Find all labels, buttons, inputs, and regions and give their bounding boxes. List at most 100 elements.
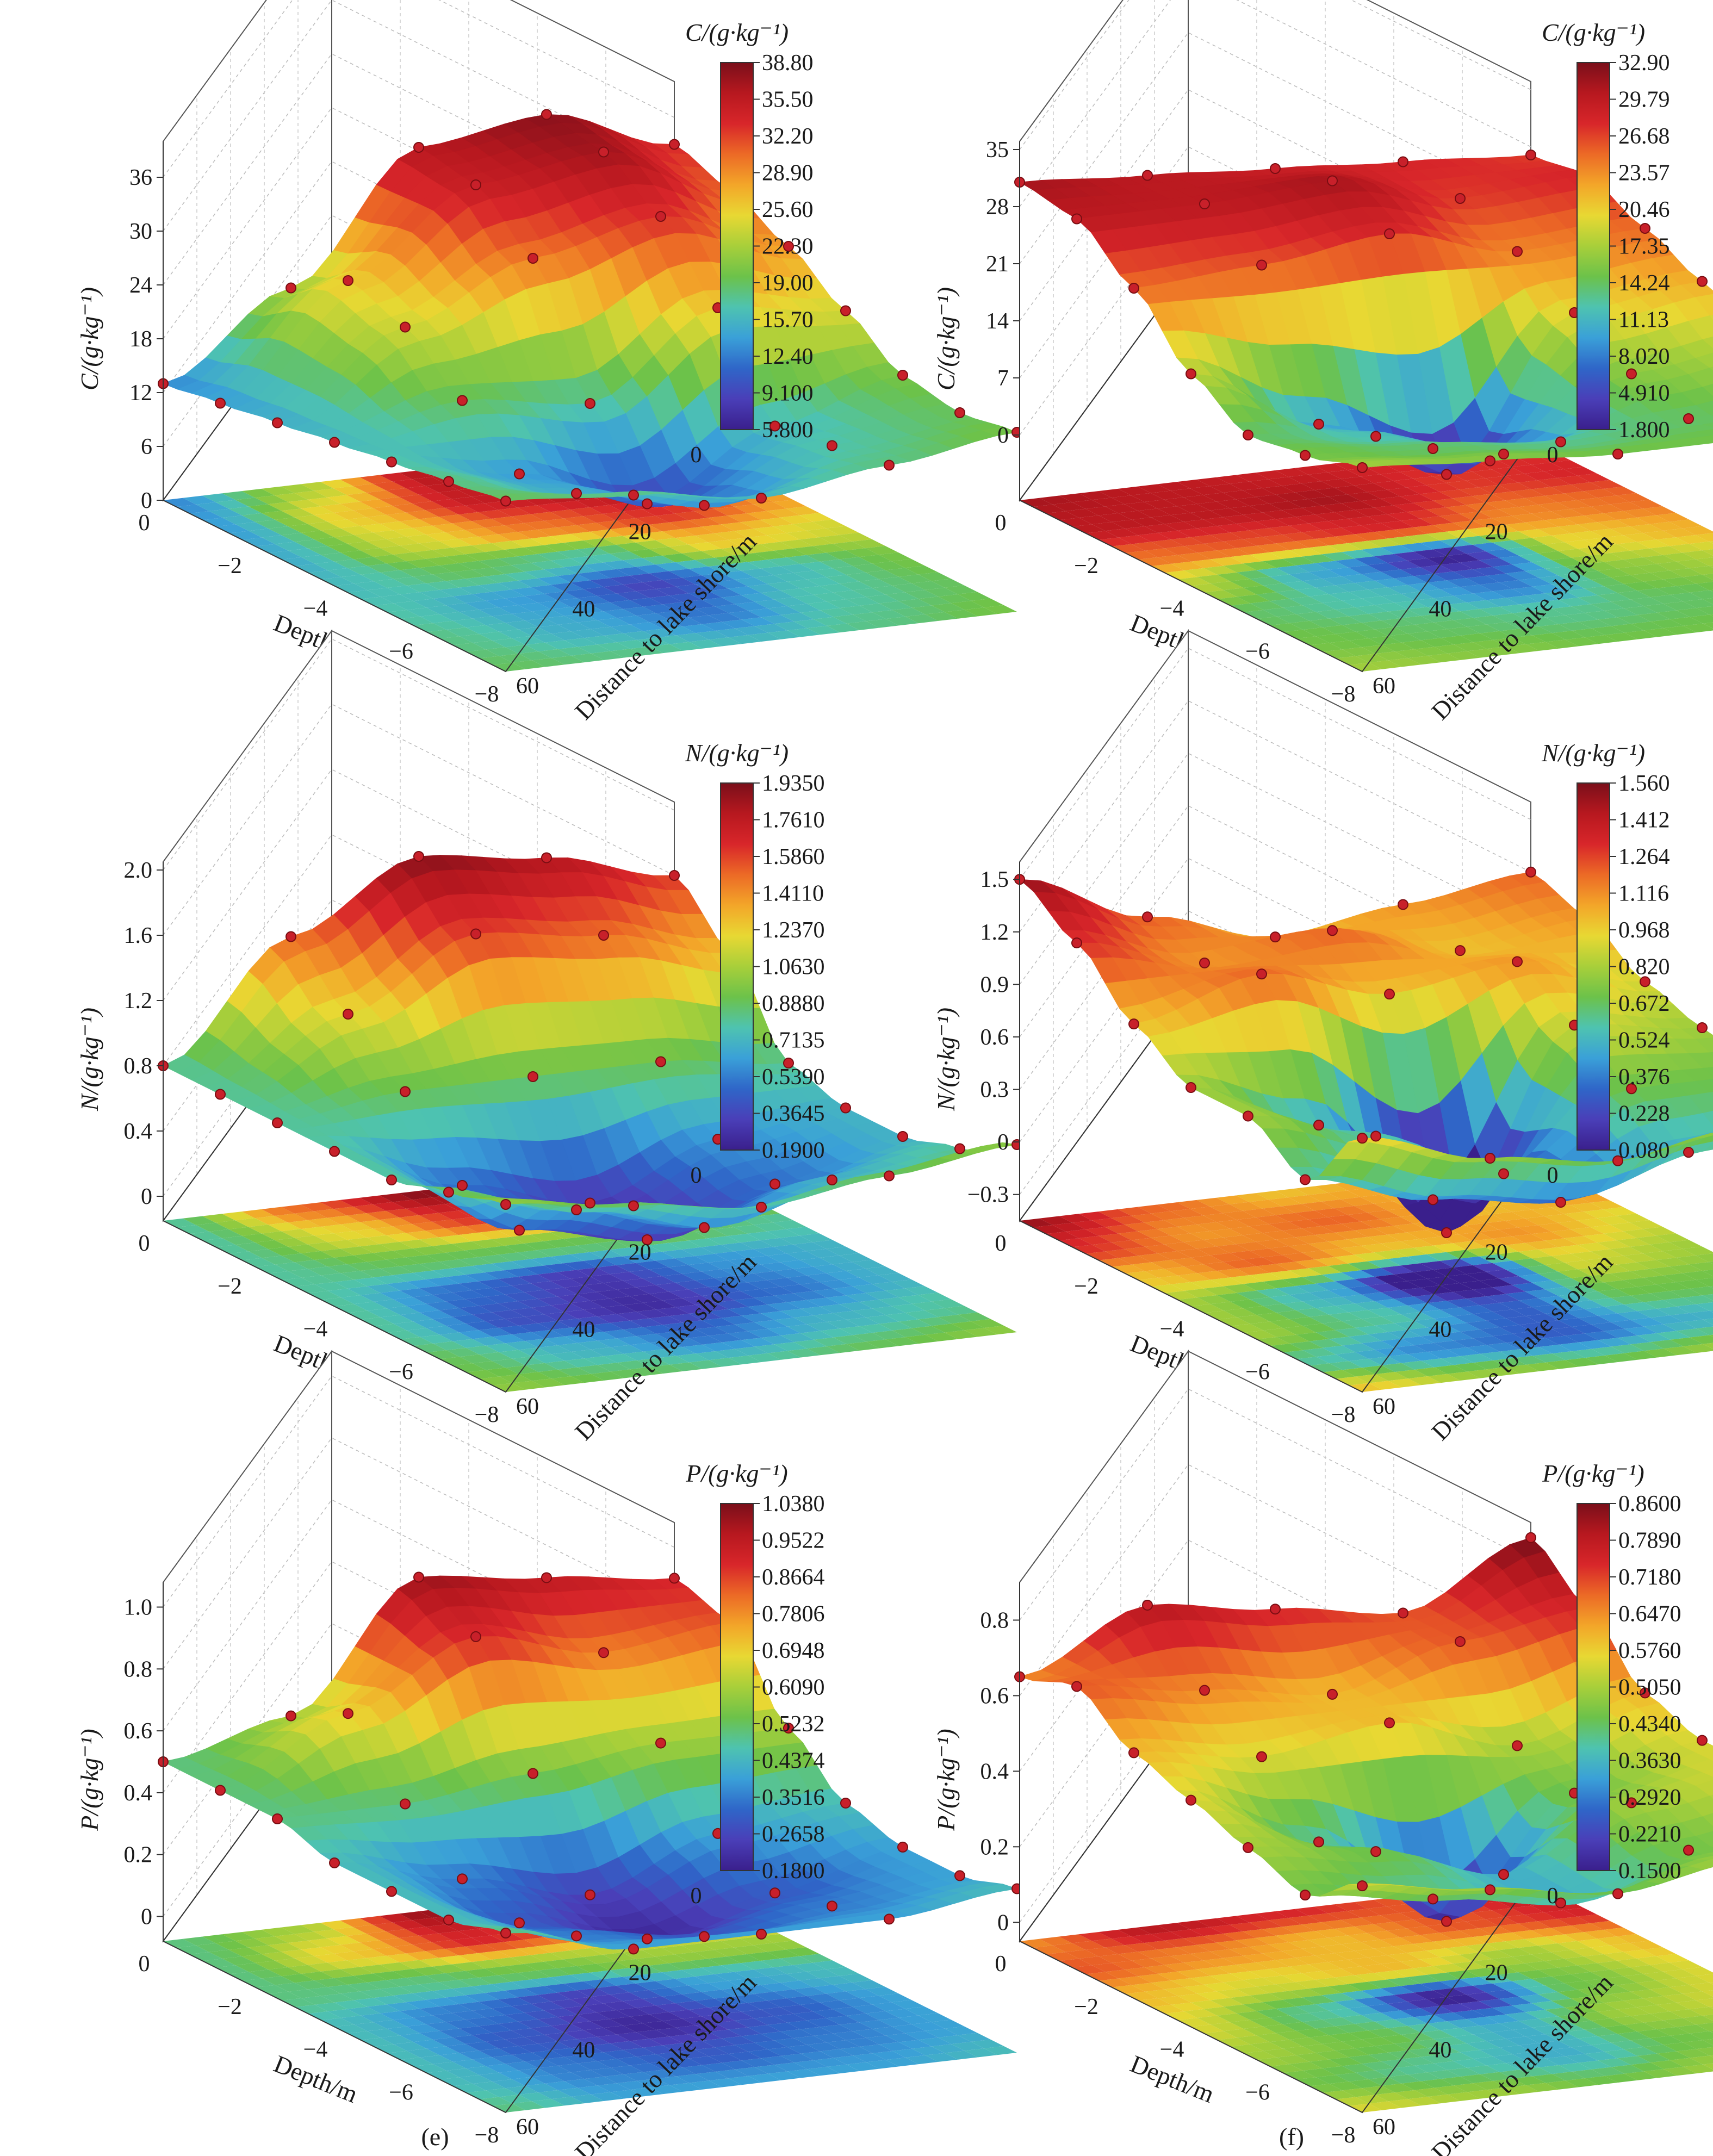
floor-cell: [1493, 613, 1526, 623]
floor-cell: [1296, 587, 1329, 597]
sample-point: [1357, 462, 1368, 473]
floor-cell: [1426, 507, 1460, 517]
floor-cell: [268, 550, 302, 560]
floor-cell: [294, 539, 328, 549]
floor-cell: [327, 519, 361, 529]
floor-cell: [669, 617, 703, 627]
floor-cell: [623, 631, 656, 640]
floor-cell: [1511, 489, 1544, 498]
floor-cell: [649, 546, 682, 556]
floor-cell: [1243, 585, 1276, 595]
z-tick-label: 0: [997, 423, 1009, 448]
floor-cell: [1321, 479, 1354, 488]
floor-cell: [885, 617, 919, 626]
distance-tick-label: 0: [1547, 443, 1559, 468]
floor-cell: [1557, 524, 1591, 533]
floor-cell: [1263, 558, 1296, 568]
floor-cell: [445, 505, 479, 515]
colorbar-title: N/(g·kg⁻¹): [685, 739, 789, 767]
floor-cell: [229, 531, 262, 540]
floor-cell: [1329, 616, 1362, 625]
floor-cell: [1282, 483, 1315, 493]
floor-cell: [1624, 606, 1657, 615]
floor-cell: [898, 574, 932, 583]
floor-cell: [498, 605, 532, 614]
sample-point: [1612, 449, 1623, 459]
floor-cell: [1387, 487, 1420, 496]
floor-cell: [1447, 554, 1480, 563]
floor-cell: [301, 506, 334, 515]
floor-cell: [1203, 517, 1237, 526]
floor-cell: [583, 514, 616, 523]
z-tick-label: 0.8: [124, 1054, 153, 1079]
floor-cell: [361, 572, 394, 582]
floor-cell: [1256, 592, 1290, 601]
floor-cell: [760, 517, 793, 527]
distance-tick-label: 60: [516, 1394, 539, 1419]
floor-cell: [373, 1202, 406, 1211]
floor-cell: [202, 493, 235, 502]
floor-cell: [458, 1232, 492, 1242]
floor-cell: [1098, 488, 1131, 498]
sample-point: [1525, 150, 1536, 160]
sample-point: [386, 456, 397, 468]
floor-cell: [675, 560, 709, 569]
floor-cell: [1479, 582, 1513, 592]
floor-cell: [359, 475, 393, 484]
floor-cell: [452, 618, 486, 627]
colorbar-tick-label: 1.0630: [762, 955, 825, 980]
floor-cell: [1236, 521, 1269, 531]
floor-cell: [642, 507, 675, 516]
depth-tick-label: −8: [1331, 682, 1356, 707]
floor-cell: [307, 1217, 340, 1227]
floor-cell: [1531, 511, 1565, 520]
floor-cell: [478, 510, 511, 519]
depth-tick-label: −2: [1074, 554, 1098, 579]
floor-cell: [728, 635, 761, 644]
floor-cell: [1374, 505, 1407, 514]
colorbar-tick-label: 25.60: [762, 197, 814, 222]
floor-cell: [1473, 616, 1506, 625]
sample-point: [769, 1178, 780, 1190]
floor-cell: [301, 1226, 334, 1236]
floor-cell: [1689, 566, 1713, 575]
floor-cell: [472, 592, 505, 601]
floor-cell: [1473, 567, 1506, 576]
colorbar-tick-label: 8.020: [1618, 344, 1670, 369]
floor-cell: [359, 1220, 393, 1229]
floor-cell: [753, 502, 787, 511]
floor-cell: [393, 1224, 426, 1233]
floor-cell: [571, 653, 604, 663]
sample-point: [343, 1009, 353, 1020]
floor-cell: [314, 1209, 347, 1218]
floor-cell: [1610, 526, 1643, 536]
floor-cell: [866, 619, 899, 628]
z-tick-label: 0: [141, 488, 152, 513]
floor-cell: [1664, 625, 1697, 635]
floor-cell: [1078, 515, 1112, 525]
floor-cell: [892, 607, 926, 617]
floor-cell: [1296, 612, 1329, 621]
floor-cell: [662, 577, 696, 587]
floor-cell: [1466, 551, 1499, 561]
floor-cell: [471, 494, 505, 504]
floor-cell: [688, 542, 722, 551]
z-axis-label: N/(g·kg⁻¹): [76, 1008, 103, 1111]
floor-cell: [1355, 556, 1388, 566]
floor-cell: [610, 551, 643, 561]
floor-cell: [813, 592, 847, 602]
floor-cell: [702, 622, 735, 631]
floor-cell: [911, 605, 945, 614]
floor-cell: [727, 513, 761, 523]
floor-cell: [1289, 523, 1322, 532]
floor-cell: [380, 545, 413, 555]
floor-cell: [1413, 525, 1447, 534]
floor-cell: [839, 581, 873, 591]
floor-cell: [1236, 473, 1269, 482]
floor-cell: [1578, 595, 1611, 604]
floor-cell: [1637, 588, 1670, 598]
floor-cell: [1361, 523, 1394, 532]
floor-cell: [1460, 585, 1493, 594]
floor-cell: [826, 550, 859, 560]
floor-cell: [767, 630, 801, 639]
